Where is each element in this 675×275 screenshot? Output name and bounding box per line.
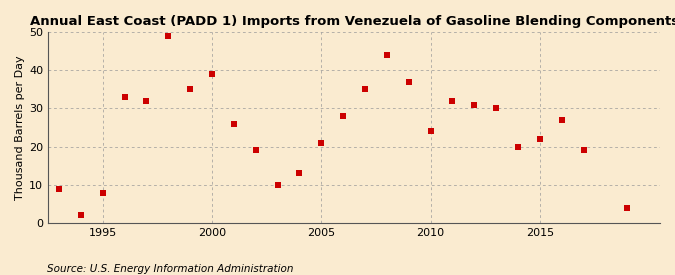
- Point: [229, 122, 240, 126]
- Point: [207, 72, 217, 76]
- Point: [272, 183, 283, 187]
- Point: [403, 79, 414, 84]
- Point: [163, 34, 173, 38]
- Point: [622, 206, 632, 210]
- Point: [447, 98, 458, 103]
- Point: [512, 144, 523, 149]
- Point: [294, 171, 305, 176]
- Y-axis label: Thousand Barrels per Day: Thousand Barrels per Day: [15, 55, 25, 200]
- Point: [360, 87, 371, 92]
- Point: [76, 213, 86, 218]
- Point: [250, 148, 261, 153]
- Text: Source: U.S. Energy Information Administration: Source: U.S. Energy Information Administ…: [47, 264, 294, 274]
- Point: [425, 129, 436, 134]
- Point: [469, 102, 480, 107]
- Title: Annual East Coast (PADD 1) Imports from Venezuela of Gasoline Blending Component: Annual East Coast (PADD 1) Imports from …: [30, 15, 675, 28]
- Point: [316, 141, 327, 145]
- Point: [54, 186, 65, 191]
- Point: [491, 106, 502, 111]
- Point: [338, 114, 348, 118]
- Point: [141, 98, 152, 103]
- Point: [381, 53, 392, 57]
- Point: [578, 148, 589, 153]
- Point: [119, 95, 130, 99]
- Point: [97, 190, 108, 195]
- Point: [185, 87, 196, 92]
- Point: [556, 118, 567, 122]
- Point: [535, 137, 545, 141]
